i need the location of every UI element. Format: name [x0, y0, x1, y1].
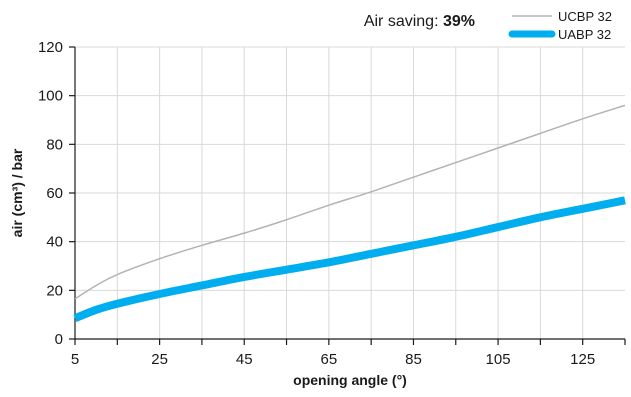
y-tick-label: 40	[46, 234, 63, 251]
air-saving-value: 39%	[443, 13, 475, 30]
grid-lines	[75, 46, 625, 339]
y-tick-label: 0	[55, 331, 63, 348]
x-tick-label: 5	[71, 351, 79, 368]
y-tick-label: 100	[38, 88, 63, 105]
x-axis-title: opening angle (°)	[293, 372, 407, 388]
air-saving-annotation: Air saving: 39%	[364, 13, 475, 30]
x-tick-label: 25	[151, 351, 168, 368]
x-tick-label: 125	[570, 351, 595, 368]
legend-label-uabp32: UABP 32	[558, 27, 611, 42]
x-tick-label: 85	[405, 351, 422, 368]
axes	[69, 46, 626, 345]
legend: UCBP 32 UABP 32	[508, 9, 612, 42]
series-line-uabp32	[73, 196, 626, 323]
y-tick-label: 60	[46, 185, 63, 202]
series-line-ucbp32	[74, 104, 626, 300]
legend-label-ucbp32: UCBP 32	[558, 9, 612, 24]
x-tick-label: 45	[236, 351, 253, 368]
tick-labels: 0 20 40 60 80 100 120 5 25 45 65 85 105 125	[38, 39, 595, 368]
y-tick-label: 120	[38, 39, 63, 56]
y-tick-label: 20	[46, 282, 63, 299]
series-lines	[73, 104, 626, 323]
y-tick-label: 80	[46, 136, 63, 153]
x-tick-label: 105	[486, 351, 511, 368]
x-tick-label: 65	[321, 351, 338, 368]
air-saving-label: Air saving:	[364, 13, 443, 30]
y-axis-title: air (cm³) / bar	[9, 148, 25, 237]
